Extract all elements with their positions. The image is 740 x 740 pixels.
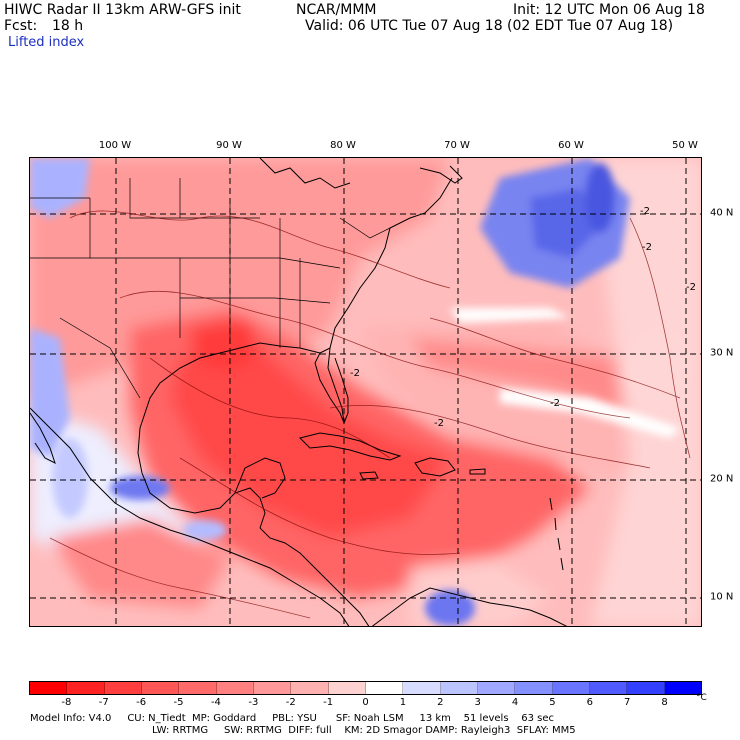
contour-label: -2 bbox=[642, 242, 652, 253]
colorbar-tick-label: 2 bbox=[437, 697, 444, 708]
colorbar-swatch bbox=[328, 682, 366, 694]
colorbar-swatch bbox=[589, 682, 628, 694]
lat-label-30n: 30 N bbox=[710, 347, 734, 359]
lat-label-10n: 10 N bbox=[710, 591, 734, 603]
colorbar-tick-label: -2 bbox=[285, 697, 296, 708]
colorbar-swatch bbox=[552, 682, 590, 694]
map-canvas: -2 -2 -2 -2 -2 -2 bbox=[30, 158, 701, 626]
init-time: Init: 12 UTC Mon 06 Aug 18 bbox=[513, 2, 705, 18]
lon-label-100w: 100 W bbox=[98, 140, 132, 151]
lifted-index-colorbar bbox=[29, 681, 702, 695]
colorbar-swatch bbox=[664, 682, 701, 694]
lon-label-50w: 50 W bbox=[672, 140, 698, 151]
colorbar-swatch bbox=[403, 682, 441, 694]
colorbar-tick-label: 1 bbox=[399, 697, 407, 708]
lon-label-60w: 60 W bbox=[558, 140, 584, 151]
valid-time: Valid: 06 UTC Tue 07 Aug 18 (02 EDT Tue … bbox=[305, 18, 674, 34]
contour-label: -2 bbox=[686, 282, 696, 293]
model-info-line2: LW: RRTMG SW: RRTMG DIFF: full KM: 2D Sm… bbox=[152, 725, 576, 736]
colorbar-swatch bbox=[477, 682, 516, 694]
forecast-hour: 18 h bbox=[52, 18, 84, 34]
colorbar-tick-label: 8 bbox=[661, 697, 668, 708]
colorbar-swatch bbox=[30, 682, 68, 694]
coastlines bbox=[30, 158, 568, 626]
colorbar-swatch bbox=[141, 682, 180, 694]
lon-label-70w: 70 W bbox=[444, 140, 470, 151]
colorbar-swatch bbox=[67, 682, 105, 694]
colorbar-swatch bbox=[291, 682, 329, 694]
colorbar-swatch bbox=[104, 682, 142, 694]
colorbar-tick-label: 7 bbox=[624, 697, 631, 708]
colorbar-tick-label: -7 bbox=[98, 697, 109, 708]
lon-label-90w: 90 W bbox=[216, 140, 242, 151]
contour-label: -2 bbox=[550, 398, 560, 409]
lat-label-40n: 40 N bbox=[710, 207, 734, 219]
colorbar-unit: °C bbox=[696, 693, 707, 703]
organization-label: NCAR/MMM bbox=[296, 2, 377, 18]
colorbar-tick-label: -5 bbox=[173, 697, 184, 708]
model-title: HIWC Radar II 13km ARW-GFS init bbox=[4, 2, 241, 18]
lifted-index-contours bbox=[49, 210, 691, 619]
state-borders bbox=[30, 178, 391, 399]
lon-label-80w: 80 W bbox=[330, 140, 356, 151]
contour-label: -2 bbox=[350, 368, 360, 379]
forecast-label: Fcst: bbox=[4, 18, 38, 34]
field-name: Lifted index bbox=[8, 35, 85, 50]
colorbar-tick-label: -1 bbox=[323, 697, 334, 708]
colorbar-swatch bbox=[440, 682, 478, 694]
colorbar-tick-label: 0 bbox=[362, 697, 369, 708]
graticule bbox=[30, 158, 701, 626]
colorbar-tick-label: -4 bbox=[210, 697, 221, 708]
colorbar-swatch bbox=[365, 682, 404, 694]
colorbar-tick-label: -6 bbox=[136, 697, 147, 708]
colorbar-swatch bbox=[253, 682, 292, 694]
colorbar-swatch bbox=[627, 682, 665, 694]
lifted-index-map: -2 -2 -2 -2 -2 -2 bbox=[29, 157, 702, 627]
colorbar-tick-label: -8 bbox=[61, 697, 72, 708]
colorbar-swatch bbox=[216, 682, 254, 694]
colorbar-tick-label: 6 bbox=[586, 697, 594, 708]
colorbar-tick-label: 5 bbox=[549, 697, 556, 708]
colorbar-tick-label: -3 bbox=[248, 697, 259, 708]
colorbar-tick-label: 3 bbox=[474, 697, 481, 708]
colorbar-swatch bbox=[515, 682, 553, 694]
contour-label: -2 bbox=[434, 418, 444, 429]
contour-label: -2 bbox=[640, 206, 650, 217]
model-info-line1: Model Info: V4.0 CU: N_Tiedt MP: Goddard… bbox=[30, 713, 555, 724]
lat-label-20n: 20 N bbox=[710, 473, 734, 485]
contour-label-group: -2 -2 -2 -2 -2 -2 bbox=[350, 206, 696, 429]
colorbar-tick-label: 4 bbox=[511, 697, 519, 708]
colorbar-swatch bbox=[179, 682, 217, 694]
